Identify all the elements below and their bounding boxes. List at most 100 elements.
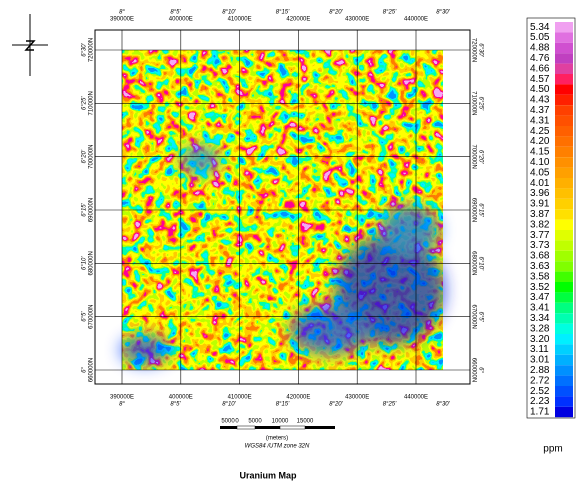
legend-swatch (555, 251, 573, 261)
legend-label: 4.88 (530, 43, 550, 54)
easting-label: 440000E (404, 395, 428, 401)
latitude-label: 6°30' (477, 43, 483, 57)
scale-label: 10000 (272, 419, 289, 425)
legend-label: 3.47 (530, 292, 550, 303)
longitude-label: 8°30' (436, 402, 450, 408)
scale-label: 0 (235, 419, 239, 425)
legend-label: 3.87 (530, 209, 550, 220)
legend-swatch (555, 22, 573, 32)
legend-swatch (555, 365, 573, 375)
legend-label: 4.66 (530, 63, 550, 74)
legend-label: 3.28 (530, 323, 550, 334)
legend-label: 3.82 (530, 219, 550, 230)
legend-swatch (555, 334, 573, 344)
legend-label: 3.01 (530, 355, 550, 366)
legend-swatch (555, 64, 573, 74)
legend-swatch (555, 43, 573, 53)
easting-label: 420000E (286, 395, 310, 401)
legend-label: 4.01 (530, 178, 550, 189)
easting-label: 410000E (228, 17, 252, 23)
legend-label: 2.88 (530, 365, 550, 376)
northing-label: 680000N (470, 251, 476, 275)
longitude-label: 8°15' (276, 402, 290, 408)
legend-swatch (555, 53, 573, 63)
northing-label: 720000N (89, 38, 95, 62)
legend-swatch (555, 220, 573, 230)
legend-label: 1.71 (530, 407, 550, 418)
legend-label: 4.05 (530, 167, 550, 178)
northing-label: 700000N (470, 144, 476, 168)
map-title: Uranium Map (239, 470, 297, 480)
easting-label: 400000E (169, 17, 193, 23)
legend-swatch (555, 396, 573, 406)
legend-label: 3.41 (530, 303, 550, 314)
easting-label: 430000E (345, 395, 369, 401)
longitude-label: 8°10' (222, 10, 236, 16)
legend-swatch (555, 136, 573, 146)
latitude-label: 6°30' (82, 42, 88, 56)
legend-label: 4.57 (530, 74, 550, 85)
legend-swatch (555, 240, 573, 250)
latitude-label: 6°20' (82, 149, 88, 163)
scale-label: 5000 (248, 419, 262, 425)
legend-label: 4.25 (530, 126, 550, 137)
longitude-label: 8°5' (170, 402, 181, 408)
legend-label: 3.91 (530, 199, 550, 210)
easting-label: 390000E (110, 17, 134, 23)
longitude-label: 8°10' (222, 402, 236, 408)
legend-swatch (555, 324, 573, 334)
legend-swatch (555, 126, 573, 136)
scale-labels: 5000050001000015000 (221, 419, 314, 425)
northing-label: 720000N (470, 38, 476, 62)
legend-label: 4.43 (530, 95, 550, 106)
northing-label: 690000N (89, 198, 95, 222)
longitude-label: 8°5' (170, 10, 181, 16)
northing-label: 700000N (89, 144, 95, 168)
legend-label: 4.31 (530, 115, 550, 126)
legend-label: 3.11 (530, 344, 549, 355)
easting-label: 410000E (228, 395, 252, 401)
legend-unit: ppm (543, 444, 562, 455)
legend-label: 4.10 (530, 157, 550, 168)
longitude-label: 8°25' (383, 402, 397, 408)
northing-label: 680000N (89, 251, 95, 275)
legend-label: 3.96 (530, 188, 550, 199)
latitude-label: 6° (82, 367, 88, 373)
legend-label: 4.37 (530, 105, 550, 116)
legend-label: 3.68 (530, 251, 550, 262)
legend-label: 3.34 (530, 313, 550, 324)
legend-swatch (555, 74, 573, 84)
projection: WGS84 /UTM zone 32N (245, 444, 310, 450)
latitude-label: 6°10' (82, 256, 88, 270)
longitude-label: 8° (119, 402, 125, 408)
legend-swatch (555, 157, 573, 167)
easting-label: 430000E (345, 17, 369, 23)
legend-label: 4.20 (530, 136, 550, 147)
northing-label: 660000N (470, 358, 476, 382)
legend-swatch (555, 105, 573, 115)
legend-label: 2.72 (530, 375, 550, 386)
northing-label: 670000N (470, 304, 476, 328)
scale-unit: (meters) (266, 436, 288, 442)
legend-label: 3.52 (530, 282, 550, 293)
legend-swatch (555, 313, 573, 323)
easting-label: 440000E (404, 17, 428, 23)
longitude-label: 8°20' (329, 402, 343, 408)
legend-swatch (555, 168, 573, 178)
easting-label: 400000E (169, 395, 193, 401)
latitude-label: 6°10' (477, 257, 483, 271)
legend-swatch (555, 344, 573, 354)
legend-label: 3.73 (530, 240, 550, 251)
legend-swatch (555, 147, 573, 157)
legend-swatch (555, 355, 573, 365)
easting-label: 420000E (286, 17, 310, 23)
legend-swatch (555, 209, 573, 219)
legend-swatch (555, 188, 573, 198)
legend-swatch (555, 407, 573, 417)
latitude-label: 6°20' (477, 150, 483, 164)
legend-label: 2.52 (530, 386, 550, 397)
northing-label: 660000N (89, 358, 95, 382)
latitude-label: 6°15' (477, 203, 483, 217)
latitude-label: 6° (477, 367, 483, 373)
latitude-label: 6°5' (82, 311, 88, 322)
